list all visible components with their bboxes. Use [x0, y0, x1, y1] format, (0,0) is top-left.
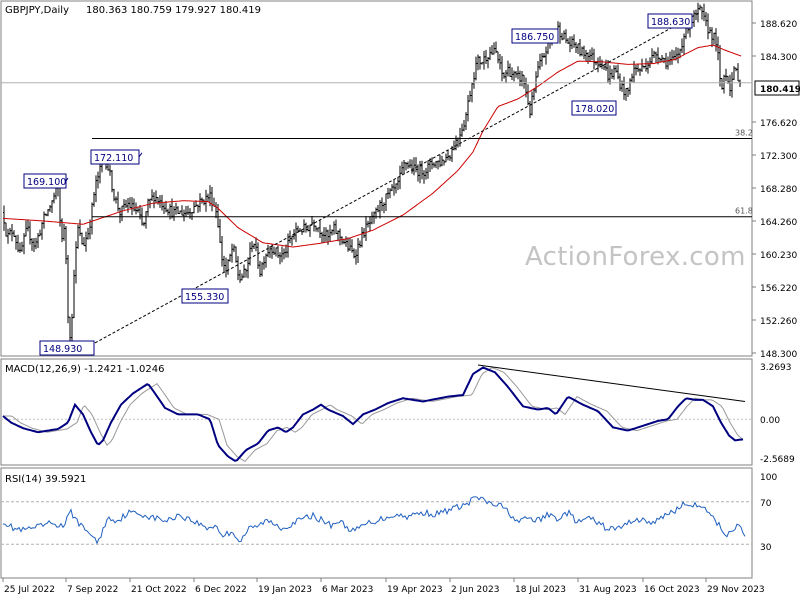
price-tick-label: 172.300 — [760, 152, 797, 162]
swing-label-text: 188.630 — [651, 17, 690, 28]
price-layer: 38.2 61.8 — [1, 3, 753, 344]
price-tick-label: 164.260 — [760, 218, 797, 228]
date-tick-label: 21 Oct 2022 — [131, 585, 187, 595]
price-tick-label: 188.620 — [760, 20, 797, 30]
price-tick-label: 152.260 — [760, 317, 797, 327]
macd-tick-label: -2.5689 — [760, 455, 795, 465]
macd-tick-label: 0.00 — [760, 416, 780, 426]
date-tick-label: 2 Jun 2023 — [451, 585, 499, 595]
fib-level-label: 61.8 — [735, 207, 753, 216]
date-tick-label: 16 Oct 2023 — [644, 585, 700, 595]
date-tick-label: 25 Jul 2022 — [4, 585, 55, 595]
date-tick-label: 18 Jul 2023 — [515, 585, 566, 595]
price-panel-title: GBPJPY,Daily — [5, 5, 69, 16]
date-tick-label: 7 Sep 2022 — [67, 585, 118, 595]
macd-signal-line — [3, 368, 743, 462]
rsi-tick-label: 30 — [760, 543, 772, 553]
date-tick-label: 19 Jan 2023 — [258, 585, 312, 595]
swing-label-text: 169.100 — [27, 177, 66, 188]
rsi-layer — [1, 497, 752, 545]
rsi-tick-label: 70 — [760, 499, 772, 509]
fib-level-label: 38.2 — [735, 128, 753, 137]
date-tick-label: 19 Apr 2023 — [387, 585, 443, 595]
price-tick-label: 160.230 — [760, 251, 797, 261]
price-tick-label: 148.300 — [760, 350, 797, 360]
ohlc-readout: 180.363 180.759 179.927 180.419 — [86, 5, 261, 16]
date-tick-label: 29 Nov 2023 — [707, 585, 765, 595]
price-tick-label: 156.220 — [760, 284, 797, 294]
macd-trend-line — [478, 365, 745, 401]
date-tick-label: 31 Aug 2023 — [579, 585, 637, 595]
macd-layer — [1, 365, 752, 461]
date-tick-label: 6 Dec 2022 — [195, 585, 247, 595]
swing-label-text: 148.930 — [43, 344, 82, 355]
swing-label-text: 155.330 — [185, 292, 224, 303]
rsi-tick-label: 100 — [760, 473, 777, 483]
macd-tick-label: 3.2693 — [760, 363, 792, 373]
swing-label-text: 186.750 — [515, 32, 554, 43]
date-tick-label: 6 Mar 2023 — [322, 585, 373, 595]
swing-label-text: 178.020 — [575, 104, 614, 115]
macd-panel-title: MACD(12,26,9) -1.2421 -1.0246 — [5, 364, 165, 375]
price-tick-label: 184.300 — [760, 53, 797, 63]
rsi-line — [3, 497, 745, 544]
price-tick-label: 176.620 — [760, 119, 797, 129]
label-layer: 169.100 172.110 148.930 155.330 186.750 178.0… — [24, 14, 692, 355]
rsi-panel-title: RSI(14) 39.5921 — [5, 474, 86, 485]
swing-label-text: 172.110 — [94, 153, 133, 164]
price-tick-label: 168.280 — [760, 185, 797, 195]
axis-layer: 188.620 184.300 180.419 176.620 172.300 168.2… — [3, 20, 800, 595]
current-price-label: 180.419 — [760, 85, 800, 95]
price-panel-frame — [1, 1, 752, 356]
